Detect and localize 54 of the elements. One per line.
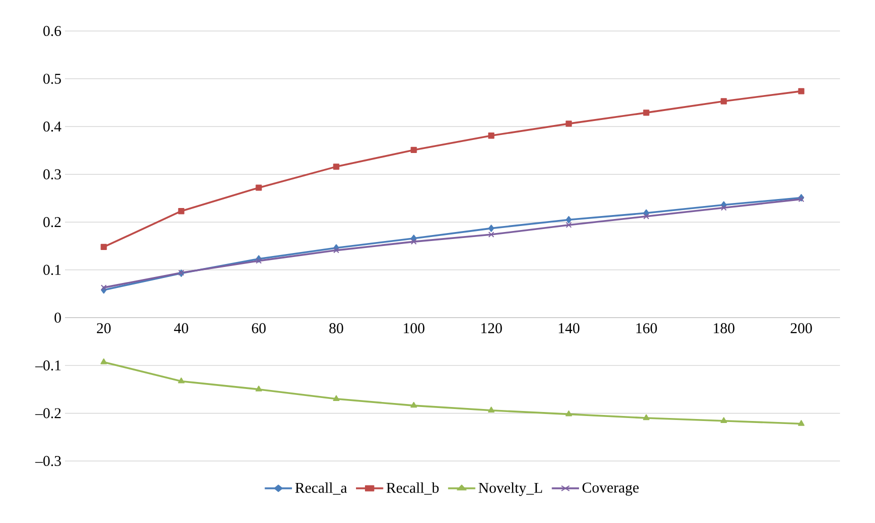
legend-label: Recall_a [295, 482, 347, 495]
x-tick-label: 140 [558, 323, 580, 334]
x-tick-label: 160 [636, 323, 657, 334]
legend-label: Novelty_L [478, 482, 542, 496]
point [100, 358, 108, 364]
point [488, 232, 494, 238]
x-tick-label: 80 [329, 323, 344, 334]
point [488, 132, 494, 139]
point [256, 184, 262, 191]
point [566, 222, 572, 228]
y-tick-label: 0.5 [43, 74, 61, 84]
legend-label: Coverage [582, 482, 639, 496]
y-tick-label: –0.1 [35, 360, 61, 371]
y-tick-label: 0.1 [43, 264, 61, 275]
x-tick-label: 120 [481, 323, 502, 334]
point [798, 88, 804, 94]
y-tick-label: –0.2 [35, 408, 61, 418]
point [488, 406, 495, 412]
point [100, 244, 107, 250]
point [566, 120, 572, 127]
x-tick-label: 40 [174, 323, 188, 334]
y-tick-label: –0.3 [35, 456, 61, 466]
x-tick-label: 180 [714, 323, 734, 334]
point [333, 247, 340, 254]
point [178, 378, 185, 384]
x-tick-label: 60 [252, 323, 266, 334]
point [410, 402, 418, 408]
point [256, 258, 262, 264]
y-tick-label: 0 [54, 312, 61, 323]
x-tick-label: 20 [96, 323, 111, 334]
point [566, 216, 572, 224]
point [410, 238, 417, 245]
point [333, 164, 340, 170]
point [720, 204, 727, 211]
y-tick-label: 0.4 [43, 121, 62, 132]
point [798, 420, 805, 426]
point [643, 213, 650, 220]
point [488, 224, 494, 232]
point [332, 395, 340, 401]
point [720, 98, 727, 104]
point [410, 146, 417, 154]
y-tick-label: 0.6 [43, 26, 62, 36]
x-tick-label: 100 [404, 323, 424, 334]
y-tick-label: 0.3 [43, 169, 61, 180]
legend-label: Recall_b [386, 482, 439, 495]
point [565, 410, 572, 416]
point [720, 417, 728, 423]
point [643, 414, 650, 420]
point [643, 110, 650, 116]
point [100, 284, 107, 291]
point [178, 208, 184, 214]
point [255, 386, 262, 392]
x-tick-label: 200 [790, 323, 812, 334]
y-tick-label: 0.2 [43, 217, 61, 228]
